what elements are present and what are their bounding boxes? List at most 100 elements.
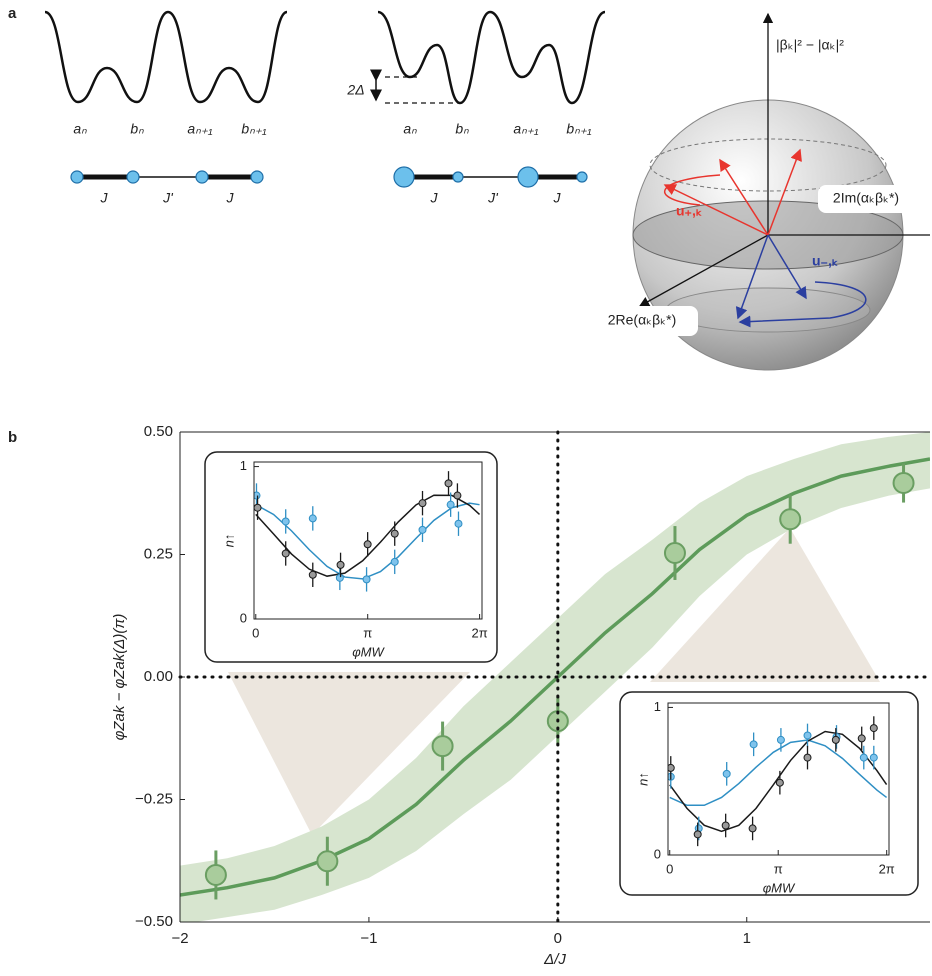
- y-tick-label: 0: [654, 846, 661, 861]
- inset-connector: [228, 672, 470, 835]
- data-point: [335, 573, 344, 582]
- data-point: [869, 724, 878, 733]
- data-point: [892, 471, 915, 494]
- data-point: [390, 529, 399, 538]
- data-point: [748, 824, 757, 833]
- data-point: [281, 517, 290, 526]
- x-tick-label: π: [363, 625, 372, 640]
- offset-label: 2Δ: [346, 82, 364, 98]
- x-tick-label: −1: [360, 930, 377, 947]
- data-point: [453, 491, 462, 500]
- data-point: [803, 753, 812, 762]
- data-point: [316, 850, 339, 873]
- data-point: [446, 500, 455, 509]
- data-point: [336, 560, 345, 569]
- inset-box: [204, 451, 498, 663]
- site-label: aₙ: [73, 121, 87, 137]
- site-label: bₙ: [130, 121, 144, 137]
- bond-label: J: [100, 190, 109, 206]
- site-label: aₙ₊₁: [187, 121, 213, 137]
- y-tick-label: −0.50: [135, 913, 173, 930]
- inset-connector: [650, 528, 880, 682]
- panel-label: a: [8, 5, 17, 22]
- y-axis-label: φZak − φZak(Δ)(π): [111, 614, 128, 741]
- data-point: [831, 735, 840, 744]
- plot-area: [254, 471, 481, 592]
- data-point: [454, 519, 463, 528]
- data-point: [722, 769, 731, 778]
- bond-label: J: [553, 190, 562, 206]
- x-tick-label: 0: [554, 930, 562, 947]
- bond-label: J': [162, 190, 174, 206]
- data-point: [444, 479, 453, 488]
- bond-label: J: [430, 190, 439, 206]
- data-point: [431, 735, 454, 758]
- y-tick-label: 0.00: [144, 668, 173, 685]
- y-tick-label: 0: [240, 610, 247, 625]
- y-axis-label: n↑: [635, 772, 650, 786]
- x-tick-label: 2π: [472, 625, 488, 640]
- y-tick-label: 1: [654, 699, 661, 714]
- x-tick-label: 0: [252, 625, 259, 640]
- data-point: [803, 731, 812, 740]
- data-point: [418, 525, 427, 534]
- data-point: [859, 753, 868, 762]
- y-axis-label: n↑: [221, 534, 236, 548]
- site-label: bₙ₊₁: [566, 121, 592, 137]
- potential-curve: [377, 10, 606, 105]
- fit-line: [255, 502, 480, 580]
- axis-label: 2Re(αₖβₖ*): [608, 312, 677, 328]
- site-label: bₙ: [455, 121, 469, 137]
- data-point: [857, 734, 866, 743]
- data-point: [749, 740, 758, 749]
- x-axis-label: φMW: [763, 880, 796, 895]
- site-label: aₙ₊₁: [513, 121, 539, 137]
- x-axis-label: φMW: [352, 644, 385, 659]
- data-point: [779, 508, 802, 531]
- site-label: bₙ₊₁: [241, 121, 267, 137]
- y-tick-label: 1: [240, 458, 247, 473]
- data-point: [363, 540, 372, 549]
- data-point: [775, 778, 784, 787]
- bond-label: J: [226, 190, 235, 206]
- data-point: [693, 830, 702, 839]
- panel-label: b: [8, 429, 17, 446]
- axis-label: 2Im(αₖβₖ*): [833, 190, 899, 206]
- bond-label: J': [487, 190, 499, 206]
- data-point: [308, 570, 317, 579]
- y-tick-label: 0.25: [144, 545, 173, 562]
- bloch-sphere: [586, 12, 930, 371]
- vector-label: u₊,ₖ: [676, 203, 702, 219]
- x-tick-label: 1: [743, 930, 751, 947]
- data-point: [362, 575, 371, 584]
- inset-box: [619, 691, 919, 896]
- fit-line: [669, 739, 888, 807]
- site-label: aₙ: [403, 121, 417, 137]
- x-tick-label: 0: [666, 861, 673, 876]
- data-point: [776, 735, 785, 744]
- vector-label: u₋,ₖ: [812, 253, 838, 269]
- plot-area: [668, 716, 888, 847]
- x-axis-label: Δ/J: [543, 951, 566, 968]
- x-tick-label: −2: [171, 930, 188, 947]
- y-tick-label: −0.25: [135, 790, 173, 807]
- chain: [70, 166, 588, 188]
- data-point: [869, 753, 878, 762]
- data-point: [204, 863, 227, 886]
- fit-line: [669, 730, 888, 833]
- data-point: [721, 821, 730, 830]
- data-point: [254, 503, 262, 512]
- x-tick-label: π: [774, 861, 783, 876]
- data-point: [668, 763, 675, 772]
- data-point: [308, 514, 317, 523]
- potential-curve: [44, 10, 288, 104]
- axis-label: |βₖ|² − |αₖ|²: [776, 37, 844, 53]
- y-tick-label: 0.50: [144, 423, 173, 440]
- x-tick-label: 2π: [879, 861, 895, 876]
- data-point: [418, 499, 427, 508]
- data-point: [281, 549, 290, 558]
- offset-marker: [385, 76, 462, 104]
- data-point: [663, 542, 686, 565]
